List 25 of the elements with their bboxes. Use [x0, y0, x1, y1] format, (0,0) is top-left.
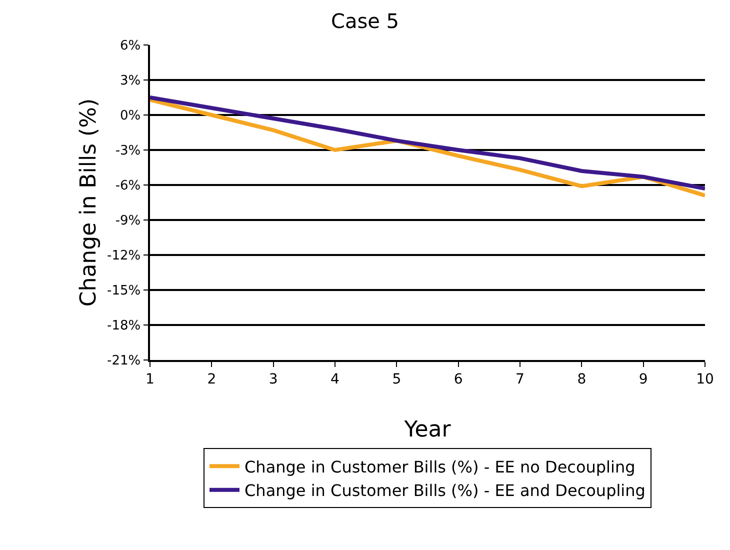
- x-tick-label: 6: [454, 372, 463, 388]
- x-axis-title: Year: [403, 418, 452, 442]
- y-tick-label: -18%: [107, 318, 141, 334]
- y-tick-label: -15%: [107, 284, 141, 299]
- x-tick-label: 7: [516, 372, 524, 388]
- y-tick-label: 6%: [120, 38, 141, 54]
- x-tick-label: 5: [392, 372, 402, 388]
- y-tick-label: -12%: [107, 248, 141, 264]
- x-tick-label: 8: [577, 372, 586, 388]
- x-tick-label: 4: [330, 372, 340, 388]
- x-tick-label: 2: [207, 372, 216, 388]
- x-tick-label: 9: [638, 372, 648, 388]
- y-tick-label: -6%: [115, 178, 141, 194]
- y-tick-label: -3%: [115, 144, 141, 159]
- chart-title: Case 5: [330, 8, 400, 33]
- x-tick-label: 10: [696, 372, 714, 388]
- y-tick-label: 0%: [120, 108, 141, 124]
- x-tick-label: 1: [146, 372, 154, 388]
- y-tick-label: -9%: [115, 214, 141, 229]
- y-axis-title: Change in Bills (%): [76, 98, 102, 307]
- y-tick-label: 3%: [120, 74, 141, 89]
- legend-label: Change in Customer Bills (%) - EE and Decoupling: [244, 481, 646, 500]
- x-tick-label: 3: [268, 372, 278, 388]
- y-tick-label: -21%: [107, 354, 141, 369]
- legend-label: Change in Customer Bills (%) - EE no Decoupling: [244, 457, 636, 476]
